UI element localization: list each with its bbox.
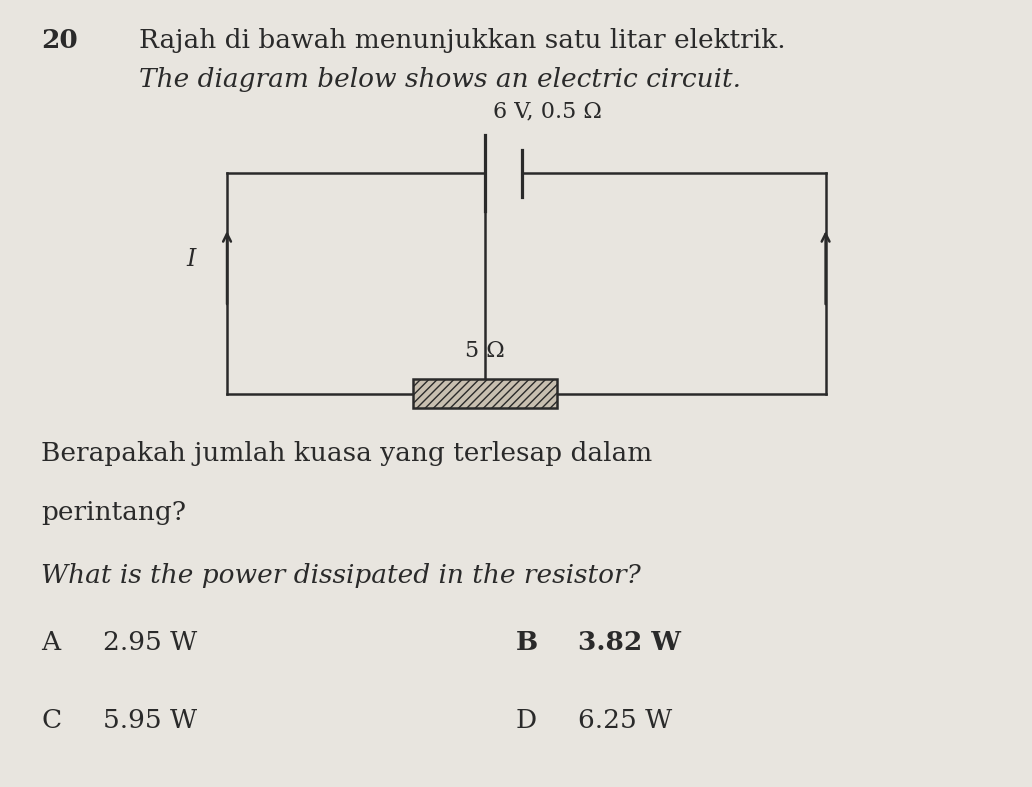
Text: A: A bbox=[41, 630, 61, 655]
Text: Rajah di bawah menunjukkan satu litar elektrik.: Rajah di bawah menunjukkan satu litar el… bbox=[139, 28, 786, 53]
Text: What is the power dissipated in the resistor?: What is the power dissipated in the resi… bbox=[41, 563, 641, 588]
Text: I: I bbox=[187, 248, 196, 272]
Text: B: B bbox=[516, 630, 539, 655]
Text: 2.95 W: 2.95 W bbox=[103, 630, 197, 655]
Text: 5.95 W: 5.95 W bbox=[103, 708, 197, 733]
Text: D: D bbox=[516, 708, 537, 733]
Text: 6.25 W: 6.25 W bbox=[578, 708, 672, 733]
Text: 3.82 W: 3.82 W bbox=[578, 630, 681, 655]
Text: 20: 20 bbox=[41, 28, 78, 53]
Text: The diagram below shows an electric circuit.: The diagram below shows an electric circ… bbox=[139, 67, 741, 92]
Text: perintang?: perintang? bbox=[41, 500, 187, 525]
Text: 6 V, 0.5 Ω: 6 V, 0.5 Ω bbox=[492, 100, 602, 122]
Text: 5 Ω: 5 Ω bbox=[465, 340, 505, 362]
Bar bbox=[413, 379, 557, 408]
Text: Berapakah jumlah kuasa yang terlesap dalam: Berapakah jumlah kuasa yang terlesap dal… bbox=[41, 441, 652, 466]
Text: C: C bbox=[41, 708, 62, 733]
